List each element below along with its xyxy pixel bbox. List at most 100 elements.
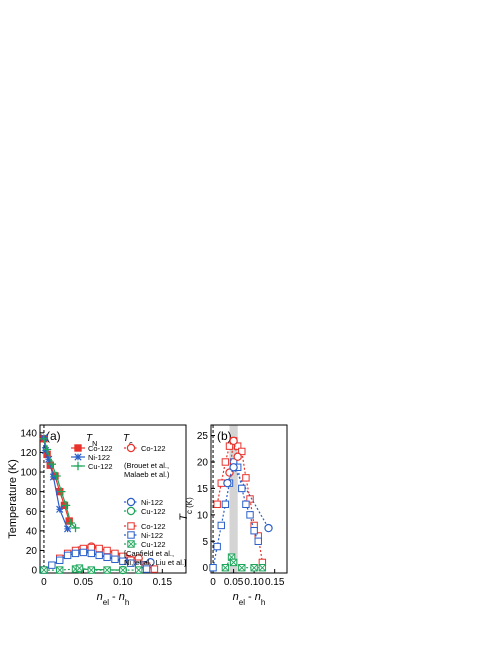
legend-ref: [Canfield et al., — [124, 549, 174, 558]
data-point — [75, 564, 84, 572]
legend-label: Ni-122 — [88, 453, 110, 462]
data-point — [238, 564, 246, 572]
y-axis-label: Temperature (K) — [7, 459, 19, 538]
data-point — [264, 523, 273, 533]
legend-marker — [74, 444, 82, 452]
y-tick-label: 0 — [31, 566, 37, 577]
x-tick-label: 0.15 — [153, 577, 173, 588]
data-point — [142, 565, 151, 573]
series-tc-ni-122-arpes- — [223, 463, 273, 533]
data-point — [127, 559, 135, 567]
y-tick-label: 120 — [20, 448, 37, 459]
data-point — [103, 566, 111, 574]
x-tick-label: 0.10 — [244, 577, 264, 588]
data-point — [95, 551, 103, 560]
data-point — [103, 553, 111, 562]
data-point — [229, 463, 238, 472]
panel-label: (a) — [46, 429, 61, 443]
x-tick-label: 0.15 — [265, 577, 285, 588]
data-point — [233, 452, 242, 461]
data-point — [57, 487, 66, 496]
y-tick-label: 100 — [20, 468, 37, 479]
data-point — [238, 447, 246, 456]
data-point — [66, 518, 75, 528]
data-point — [41, 446, 50, 455]
data-point — [221, 500, 230, 508]
plot-frame — [210, 424, 288, 574]
series-tn-ni-122 — [40, 434, 72, 533]
data-point — [87, 566, 95, 574]
data-point — [63, 551, 72, 560]
data-point — [48, 561, 56, 569]
legend-marker — [126, 497, 136, 507]
data-point-cross — [135, 566, 143, 574]
x-tick-label: 0.05 — [74, 577, 94, 588]
legend-marker — [74, 453, 82, 461]
data-point — [225, 442, 234, 450]
y-tick-label: 10 — [197, 510, 209, 521]
data-point — [242, 500, 250, 508]
series-tc-cu-122 — [40, 564, 143, 574]
y-tick-label: 0 — [202, 563, 208, 574]
data-point — [223, 478, 232, 488]
legend-label: Ni-122 — [141, 498, 163, 507]
data-point — [95, 544, 103, 553]
data-point-cross — [250, 564, 258, 572]
y-tick-label: 140 — [20, 428, 37, 439]
data-point — [79, 548, 88, 557]
data-point — [40, 566, 48, 574]
data-point-cross — [87, 566, 95, 574]
legend-label: Ni-122 — [141, 531, 163, 540]
data-point — [71, 549, 80, 558]
data-point — [258, 564, 267, 572]
data-point — [238, 484, 246, 493]
data-point-cross — [258, 564, 266, 572]
x-tick-label: 0.10 — [113, 577, 133, 588]
y-tick-label: 15 — [197, 484, 209, 495]
legend-marker — [127, 540, 135, 548]
data-point — [119, 566, 127, 574]
data-point-cross — [103, 566, 111, 574]
x-axis-label: nel - nh — [97, 591, 130, 607]
plot-frame — [39, 424, 187, 574]
data-point — [61, 501, 71, 510]
data-point-cross — [119, 566, 127, 574]
legend-marker — [126, 506, 136, 516]
data-point-cross — [230, 558, 238, 566]
legend-label: Cu-122 — [141, 540, 166, 549]
data-point — [221, 458, 230, 466]
data-point — [229, 558, 238, 567]
data-point — [221, 564, 230, 572]
legend-label: Cu-122 — [141, 507, 166, 516]
data-point — [213, 500, 221, 508]
data-point — [52, 471, 61, 481]
data-point — [209, 564, 217, 572]
data-point — [250, 564, 258, 572]
legend-ref: Malaeb et al.) — [124, 470, 170, 479]
data-point-cross — [56, 566, 64, 574]
y-tick-label: 60 — [26, 507, 38, 518]
x-tick-label: 0 — [210, 577, 216, 588]
x-tick-label: 0 — [41, 577, 47, 588]
legend-label: Cu-122 — [88, 462, 113, 471]
y-tick-label: 20 — [197, 458, 209, 469]
legend-label: Co-122 — [88, 444, 113, 453]
data-point — [103, 546, 111, 555]
data-point — [56, 566, 64, 574]
data-point — [250, 527, 258, 535]
data-point — [87, 549, 95, 558]
x-tick-label: 0.05 — [224, 577, 244, 588]
data-point — [246, 511, 254, 519]
data-point — [134, 566, 143, 574]
series-line — [43, 438, 76, 529]
y-tick-label: 80 — [26, 487, 38, 498]
data-point — [119, 557, 127, 565]
y-tick-label: 5 — [202, 537, 208, 548]
legend-tn-header: TN — [86, 433, 97, 448]
data-point — [49, 473, 58, 481]
legend-marker — [73, 461, 83, 471]
legend-label: Co-122 — [141, 444, 166, 453]
panel-a: 0 0.05 0.10 0.15 0 20 40 60 80 100 120 140 (a) nel - … — [7, 424, 187, 607]
y-tick-label: 20 — [26, 546, 38, 557]
